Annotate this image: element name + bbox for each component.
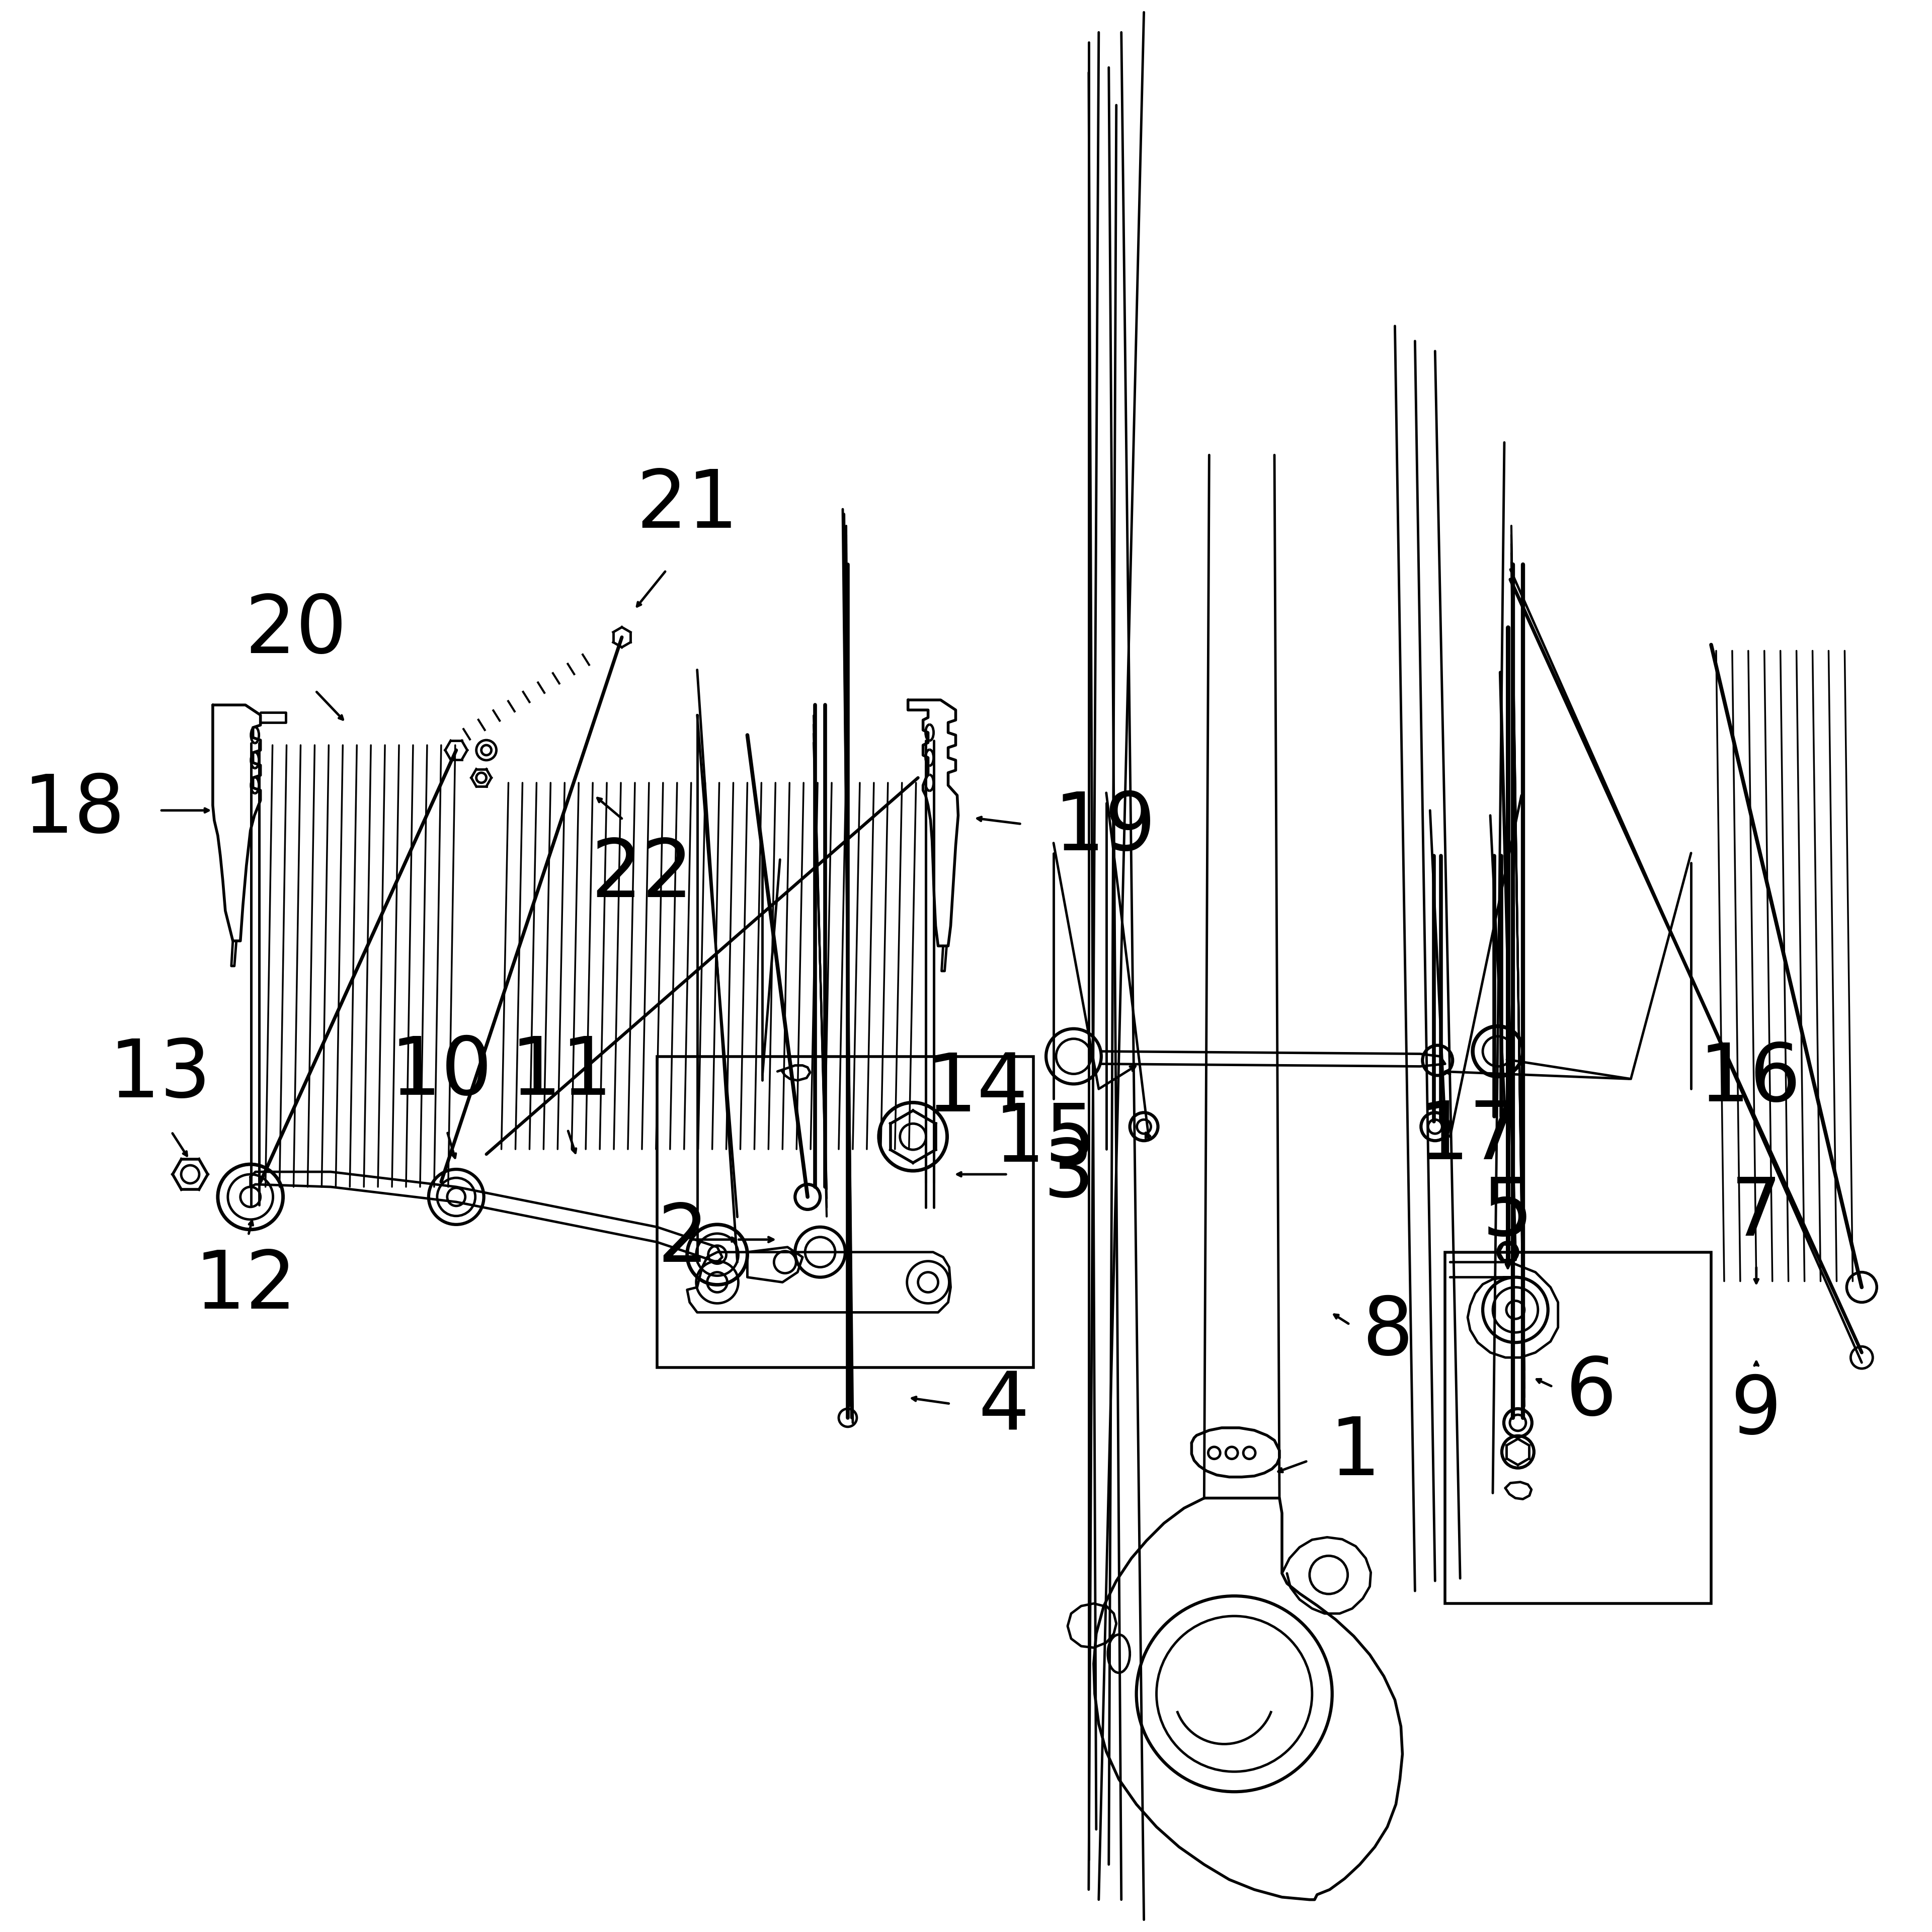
Text: 15: 15 — [993, 1099, 1095, 1179]
Text: 18: 18 — [23, 771, 126, 850]
Text: 13: 13 — [108, 1036, 211, 1115]
Text: 21: 21 — [636, 466, 738, 545]
Text: 6: 6 — [1565, 1354, 1617, 1432]
Text: 5: 5 — [1482, 1175, 1534, 1252]
Text: 3: 3 — [1043, 1136, 1095, 1213]
Text: 4: 4 — [978, 1368, 1030, 1447]
Text: 20: 20 — [245, 591, 346, 670]
Bar — [657, 1057, 1034, 1368]
Text: 19: 19 — [1053, 788, 1155, 867]
Text: 22: 22 — [591, 835, 694, 914]
Text: 17: 17 — [1418, 1097, 1520, 1177]
Text: 2: 2 — [657, 1200, 709, 1279]
Text: 8: 8 — [1362, 1293, 1414, 1372]
Text: 14: 14 — [925, 1049, 1028, 1128]
Text: 7: 7 — [1731, 1175, 1781, 1252]
Text: 12: 12 — [195, 1246, 296, 1325]
Text: 10: 10 — [390, 1034, 493, 1111]
Text: 11: 11 — [510, 1034, 612, 1111]
Bar — [1445, 1252, 1712, 1604]
Text: 1: 1 — [1329, 1414, 1381, 1492]
Text: 16: 16 — [1698, 1039, 1801, 1119]
Text: 9: 9 — [1731, 1372, 1781, 1451]
